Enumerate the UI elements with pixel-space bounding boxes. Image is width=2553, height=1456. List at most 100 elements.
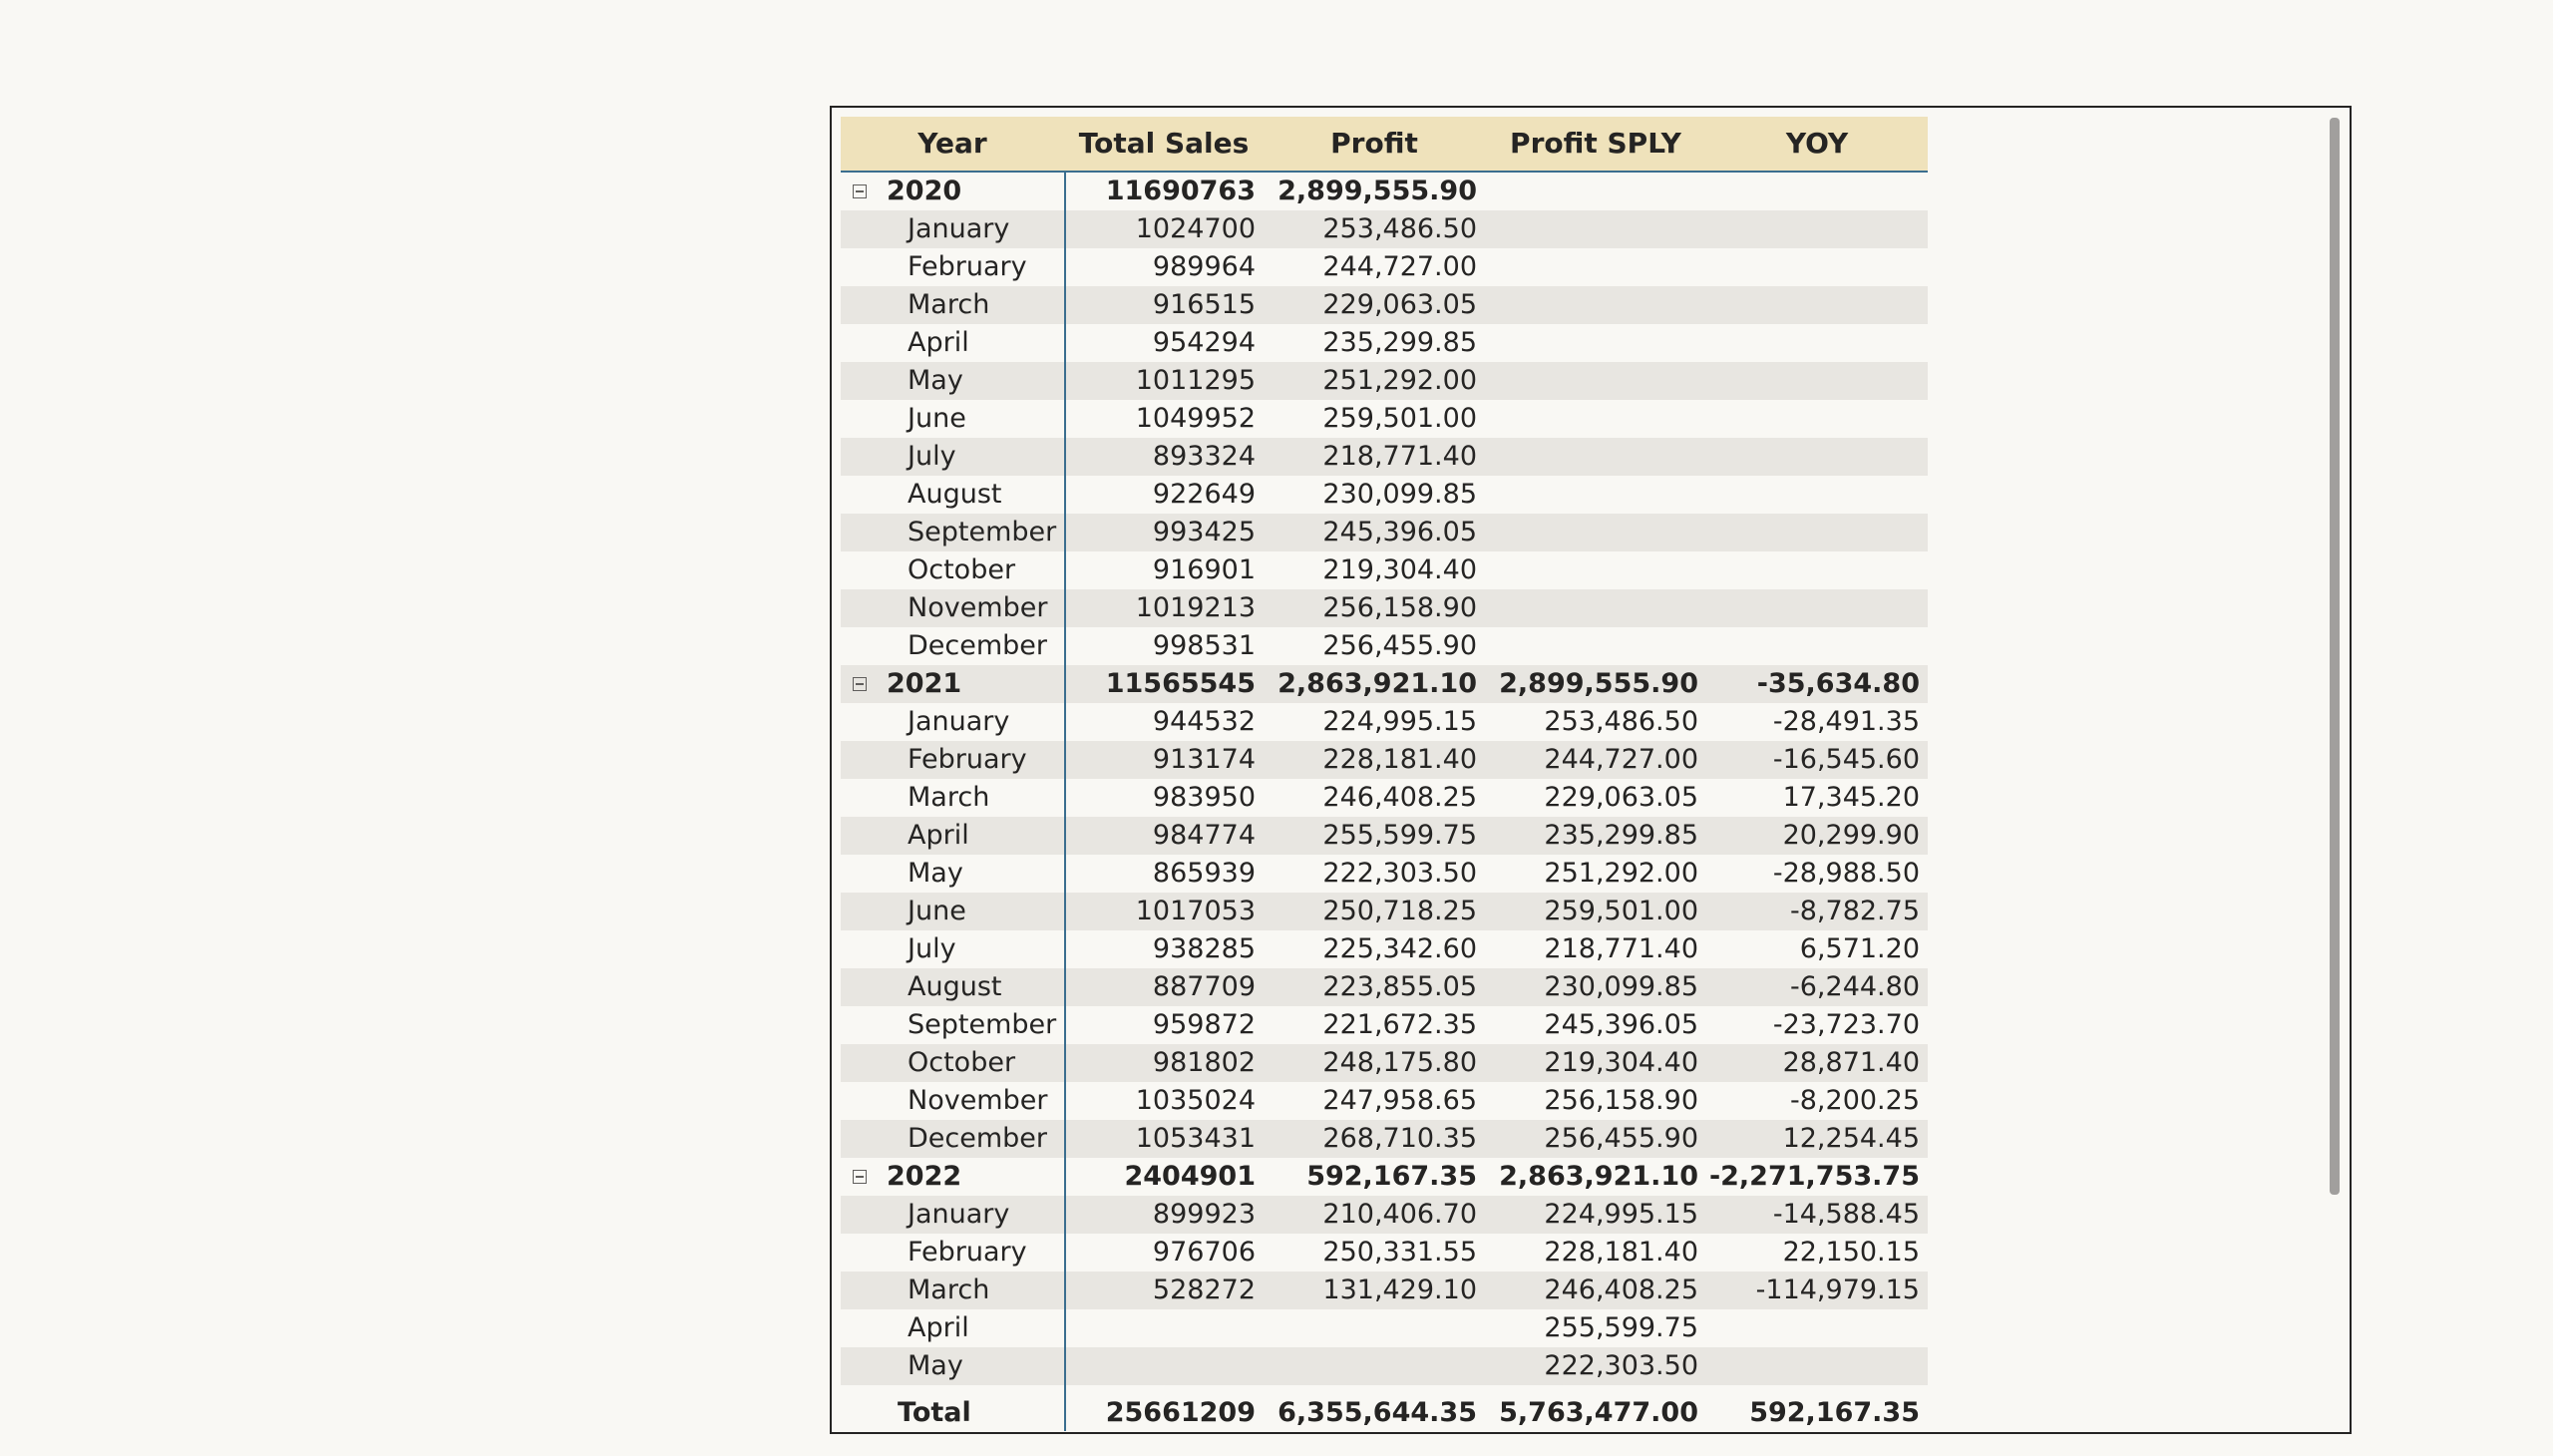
month-row[interactable]: October 916901 219,304.40	[841, 551, 1928, 589]
profit-sply-cell	[1485, 362, 1706, 400]
column-header-total-sales[interactable]: Total Sales	[1078, 127, 1250, 160]
month-row[interactable]: September 993425 245,396.05	[841, 514, 1928, 551]
month-row[interactable]: January 1024700 253,486.50	[841, 210, 1928, 248]
collapse-icon[interactable]	[853, 184, 867, 198]
month-row[interactable]: December 1053431 268,710.35 256,455.90 12,25…	[841, 1120, 1928, 1158]
month-label: December	[908, 1123, 1048, 1154]
total-sales-cell: 1049952	[1135, 403, 1256, 434]
month-label: July	[908, 933, 956, 964]
profit-cell: 268,710.35	[1322, 1123, 1477, 1154]
month-row[interactable]: February 989964 244,727.00	[841, 248, 1928, 286]
profit-sply-cell	[1485, 627, 1706, 665]
month-row[interactable]: February 913174 228,181.40 244,727.00 -16,54…	[841, 741, 1928, 779]
profit-cell: 259,501.00	[1322, 403, 1477, 434]
year-row[interactable]: 2022 2404901 592,167.35 2,863,921.10 -2,271,…	[841, 1158, 1928, 1196]
profit-sply-cell: 256,455.90	[1544, 1123, 1698, 1154]
total-sales-cell: 913174	[1152, 744, 1256, 775]
yoy-cell	[1706, 248, 1928, 286]
year-label-text: 2021	[887, 668, 962, 699]
month-label: July	[908, 441, 956, 472]
profit-cell: 246,408.25	[1322, 782, 1477, 813]
profit-sply-cell: 246,408.25	[1544, 1274, 1698, 1305]
year-row[interactable]: 2021 11565545 2,863,921.10 2,899,555.90 -35,…	[841, 665, 1928, 703]
yoy-cell: 22,150.15	[1782, 1237, 1920, 1268]
profit-sply-cell: 259,501.00	[1544, 896, 1698, 926]
month-row[interactable]: July 893324 218,771.40	[841, 438, 1928, 476]
profit-cell: 2,863,921.10	[1277, 668, 1477, 699]
month-row[interactable]: July 938285 225,342.60 218,771.40 6,571.20	[841, 930, 1928, 968]
month-label: February	[908, 1237, 1027, 1268]
month-label: January	[908, 1199, 1010, 1230]
month-row[interactable]: November 1019213 256,158.90	[841, 589, 1928, 627]
month-row[interactable]: February 976706 250,331.55 228,181.40 22,150…	[841, 1234, 1928, 1272]
profit-cell: 251,292.00	[1322, 365, 1477, 396]
total-sales-cell: 998531	[1152, 630, 1256, 661]
collapse-icon[interactable]	[853, 1170, 867, 1184]
month-row[interactable]: November 1035024 247,958.65 256,158.90 -8,20…	[841, 1082, 1928, 1120]
month-label: March	[908, 1274, 990, 1305]
column-header-year[interactable]: Year	[917, 127, 987, 160]
profit-sply-cell: 228,181.40	[1544, 1237, 1698, 1268]
matrix-visual[interactable]: Year Total Sales Profit Profit SPLY YOY …	[830, 106, 2352, 1434]
month-label: December	[908, 630, 1048, 661]
month-row[interactable]: January 899923 210,406.70 224,995.15 -14,588…	[841, 1196, 1928, 1234]
profit-sply-cell: 2,863,921.10	[1499, 1161, 1698, 1192]
month-row[interactable]: August 887709 223,855.05 230,099.85 -6,244.8…	[841, 968, 1928, 1006]
profit-cell: 222,303.50	[1322, 858, 1477, 889]
yoy-cell: -8,782.75	[1790, 896, 1920, 926]
month-row[interactable]: April 984774 255,599.75 235,299.85 20,299.90	[841, 817, 1928, 855]
total-sales-cell: 1024700	[1135, 213, 1256, 244]
month-row[interactable]: March 916515 229,063.05	[841, 286, 1928, 324]
profit-cell: 250,331.55	[1322, 1237, 1477, 1268]
profit-sply-cell: 245,396.05	[1544, 1009, 1698, 1040]
month-row[interactable]: May 222,303.50	[841, 1347, 1928, 1385]
profit-sply-cell: 256,158.90	[1544, 1085, 1698, 1116]
month-label: October	[908, 554, 1016, 585]
month-row[interactable]: March 983950 246,408.25 229,063.05 17,345.20	[841, 779, 1928, 817]
column-header-yoy[interactable]: YOY	[1785, 127, 1849, 160]
month-row[interactable]: October 981802 248,175.80 219,304.40 28,871.…	[841, 1044, 1928, 1082]
total-sales-cell	[1064, 1309, 1264, 1347]
month-row[interactable]: April 255,599.75	[841, 1309, 1928, 1347]
month-row[interactable]: June 1017053 250,718.25 259,501.00 -8,782.75	[841, 893, 1928, 930]
yoy-cell: -35,634.80	[1756, 668, 1920, 699]
total-sales-cell: 528272	[1152, 1274, 1256, 1305]
total-sales-cell: 959872	[1152, 1009, 1256, 1040]
profit-sply-cell: 219,304.40	[1544, 1047, 1698, 1078]
profit-sply-cell: 244,727.00	[1544, 744, 1698, 775]
month-row[interactable]: August 922649 230,099.85	[841, 476, 1928, 514]
year-label-text: 2020	[887, 176, 962, 206]
month-label: January	[908, 213, 1010, 244]
month-label: May	[908, 365, 963, 396]
month-row[interactable]: January 944532 224,995.15 253,486.50 -28,491…	[841, 703, 1928, 741]
vertical-scrollbar[interactable]	[2330, 118, 2340, 1195]
month-row[interactable]: May 1011295 251,292.00	[841, 362, 1928, 400]
month-row[interactable]: September 959872 221,672.35 245,396.05 -23,7…	[841, 1006, 1928, 1044]
total-profit-sply-cell: 5,763,477.00	[1499, 1397, 1698, 1428]
column-header-profit[interactable]: Profit	[1330, 127, 1418, 160]
total-sales-cell: 11565545	[1105, 668, 1256, 699]
column-header-row: Year Total Sales Profit Profit SPLY YOY	[841, 117, 1928, 173]
month-row[interactable]: December 998531 256,455.90	[841, 627, 1928, 665]
yoy-cell: 20,299.90	[1782, 820, 1920, 851]
month-row[interactable]: June 1049952 259,501.00	[841, 400, 1928, 438]
profit-cell: 250,718.25	[1322, 896, 1477, 926]
total-sales-cell: 2404901	[1124, 1161, 1256, 1192]
year-row[interactable]: 2020 11690763 2,899,555.90	[841, 173, 1928, 210]
collapse-icon[interactable]	[853, 677, 867, 691]
profit-sply-cell: 222,303.50	[1544, 1350, 1698, 1381]
month-label: May	[908, 858, 963, 889]
month-row[interactable]: April 954294 235,299.85	[841, 324, 1928, 362]
total-row: Total 25661209 6,355,644.35 5,763,477.00 592…	[841, 1385, 1928, 1435]
total-sales-cell: 1035024	[1135, 1085, 1256, 1116]
total-sales-cell: 989964	[1152, 251, 1256, 282]
month-label: April	[908, 327, 969, 358]
year-label: 2022	[841, 1158, 1064, 1196]
profit-cell	[1264, 1347, 1485, 1385]
profit-sply-cell	[1485, 438, 1706, 476]
column-header-profit-sply[interactable]: Profit SPLY	[1510, 127, 1681, 160]
month-row[interactable]: March 528272 131,429.10 246,408.25 -114,979.…	[841, 1272, 1928, 1309]
total-sales-cell: 1011295	[1135, 365, 1256, 396]
profit-cell: 224,995.15	[1322, 706, 1477, 737]
month-row[interactable]: May 865939 222,303.50 251,292.00 -28,988.50	[841, 855, 1928, 893]
